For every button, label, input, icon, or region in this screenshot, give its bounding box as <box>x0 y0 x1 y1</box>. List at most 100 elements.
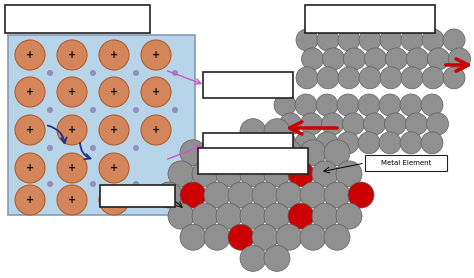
Circle shape <box>99 153 129 183</box>
Circle shape <box>99 115 129 145</box>
Circle shape <box>421 132 443 154</box>
Text: Metal Element: Metal Element <box>381 160 431 166</box>
Circle shape <box>276 224 302 250</box>
Circle shape <box>99 185 129 215</box>
Circle shape <box>172 107 178 113</box>
Circle shape <box>90 145 96 151</box>
Circle shape <box>15 115 45 145</box>
Circle shape <box>337 132 359 154</box>
Text: +: + <box>26 50 34 60</box>
Circle shape <box>379 94 401 116</box>
Circle shape <box>301 113 322 135</box>
Circle shape <box>252 182 278 208</box>
Circle shape <box>364 113 385 135</box>
Circle shape <box>228 224 254 250</box>
Text: +: + <box>26 87 34 97</box>
Circle shape <box>15 77 45 107</box>
Circle shape <box>401 67 423 89</box>
Circle shape <box>240 203 266 229</box>
Text: +: + <box>68 125 76 135</box>
Circle shape <box>99 77 129 107</box>
Circle shape <box>338 29 360 51</box>
Circle shape <box>204 224 230 250</box>
Circle shape <box>300 224 326 250</box>
Circle shape <box>312 203 338 229</box>
Circle shape <box>192 203 218 229</box>
Circle shape <box>141 40 171 70</box>
Circle shape <box>264 161 290 187</box>
Text: +: + <box>110 195 118 205</box>
Text: +: + <box>26 163 34 173</box>
Circle shape <box>133 107 139 113</box>
Text: +: + <box>110 50 118 60</box>
Circle shape <box>204 140 230 166</box>
Circle shape <box>280 113 301 135</box>
Circle shape <box>274 94 296 116</box>
Circle shape <box>57 153 87 183</box>
Text: +: + <box>152 125 160 135</box>
Circle shape <box>301 48 323 70</box>
Circle shape <box>192 161 218 187</box>
FancyBboxPatch shape <box>203 133 293 159</box>
Circle shape <box>380 67 402 89</box>
Circle shape <box>324 182 350 208</box>
Circle shape <box>343 113 365 135</box>
Circle shape <box>15 40 45 70</box>
Circle shape <box>295 132 317 154</box>
Circle shape <box>317 67 339 89</box>
Circle shape <box>407 48 428 70</box>
Circle shape <box>57 40 87 70</box>
FancyBboxPatch shape <box>305 5 435 33</box>
Circle shape <box>380 29 402 51</box>
Circle shape <box>252 140 278 166</box>
FancyBboxPatch shape <box>100 185 175 207</box>
Circle shape <box>133 145 139 151</box>
Circle shape <box>321 113 344 135</box>
Circle shape <box>365 48 386 70</box>
Circle shape <box>421 94 443 116</box>
Circle shape <box>400 132 422 154</box>
Circle shape <box>133 70 139 76</box>
Circle shape <box>324 140 350 166</box>
Circle shape <box>422 67 444 89</box>
Circle shape <box>216 203 242 229</box>
Circle shape <box>15 185 45 215</box>
FancyBboxPatch shape <box>203 72 293 98</box>
Circle shape <box>384 113 407 135</box>
Circle shape <box>448 48 471 70</box>
Circle shape <box>385 48 408 70</box>
Text: +: + <box>26 125 34 135</box>
Text: +: + <box>68 50 76 60</box>
Circle shape <box>288 203 314 229</box>
Text: +: + <box>26 195 34 205</box>
Circle shape <box>240 119 266 145</box>
Circle shape <box>276 182 302 208</box>
Circle shape <box>316 132 338 154</box>
Circle shape <box>47 107 53 113</box>
Circle shape <box>156 182 182 208</box>
Circle shape <box>400 94 422 116</box>
Circle shape <box>133 181 139 187</box>
Circle shape <box>322 48 345 70</box>
Circle shape <box>348 182 374 208</box>
Circle shape <box>405 113 428 135</box>
Circle shape <box>168 203 194 229</box>
Circle shape <box>90 70 96 76</box>
Circle shape <box>47 181 53 187</box>
FancyBboxPatch shape <box>365 155 447 171</box>
Circle shape <box>180 182 206 208</box>
Circle shape <box>180 224 206 250</box>
Circle shape <box>172 70 178 76</box>
Circle shape <box>317 29 339 51</box>
FancyBboxPatch shape <box>5 5 150 33</box>
Circle shape <box>57 77 87 107</box>
Circle shape <box>47 145 53 151</box>
Circle shape <box>358 132 380 154</box>
Circle shape <box>90 181 96 187</box>
Circle shape <box>240 245 266 271</box>
Circle shape <box>316 94 338 116</box>
Circle shape <box>401 29 423 51</box>
Circle shape <box>422 29 444 51</box>
Circle shape <box>379 132 401 154</box>
Circle shape <box>428 48 449 70</box>
